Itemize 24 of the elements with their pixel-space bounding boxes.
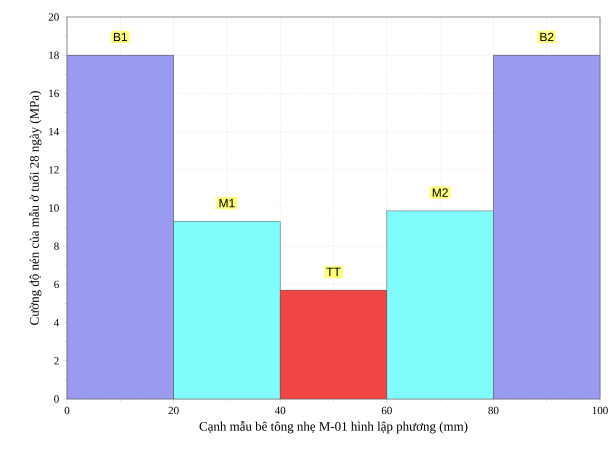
x-tick-label: 60 — [382, 406, 392, 414]
y-tick-label: 10 — [49, 204, 59, 212]
annotation: M2 — [432, 188, 448, 197]
x-tick-label: 20 — [168, 406, 179, 414]
annotation: B1 — [114, 32, 128, 42]
y-tick-label: 2 — [54, 357, 59, 364]
y-tick-label: 0 — [54, 395, 59, 403]
x-axis-title: Cạnh mẫu bê tông nhẹ M-01 hình lập phương (mm) — [200, 421, 468, 434]
annotation: TT — [326, 268, 341, 276]
y-axis-title: Cường độ nén của mẫu ở tuổi 28 ngày (MPa) — [29, 91, 42, 325]
y-tick-label: 14 — [49, 128, 60, 136]
annotation: B2 — [540, 32, 554, 42]
x-tick-label: 80 — [488, 406, 498, 414]
y-tick-label: 12 — [49, 166, 59, 174]
x-tick-label: 0 — [64, 406, 70, 414]
annotation: M1 — [220, 199, 235, 208]
y-tick-label: 8 — [54, 242, 59, 250]
y-tick-label: 6 — [54, 280, 59, 288]
y-tick-label: 20 — [48, 13, 59, 21]
y-tick-label: 18 — [49, 52, 59, 59]
y-tick-label: 16 — [49, 90, 59, 98]
x-tick-label: 100 — [592, 406, 608, 414]
y-tick-label: 4 — [54, 319, 60, 326]
x-tick-label: 40 — [274, 406, 286, 414]
